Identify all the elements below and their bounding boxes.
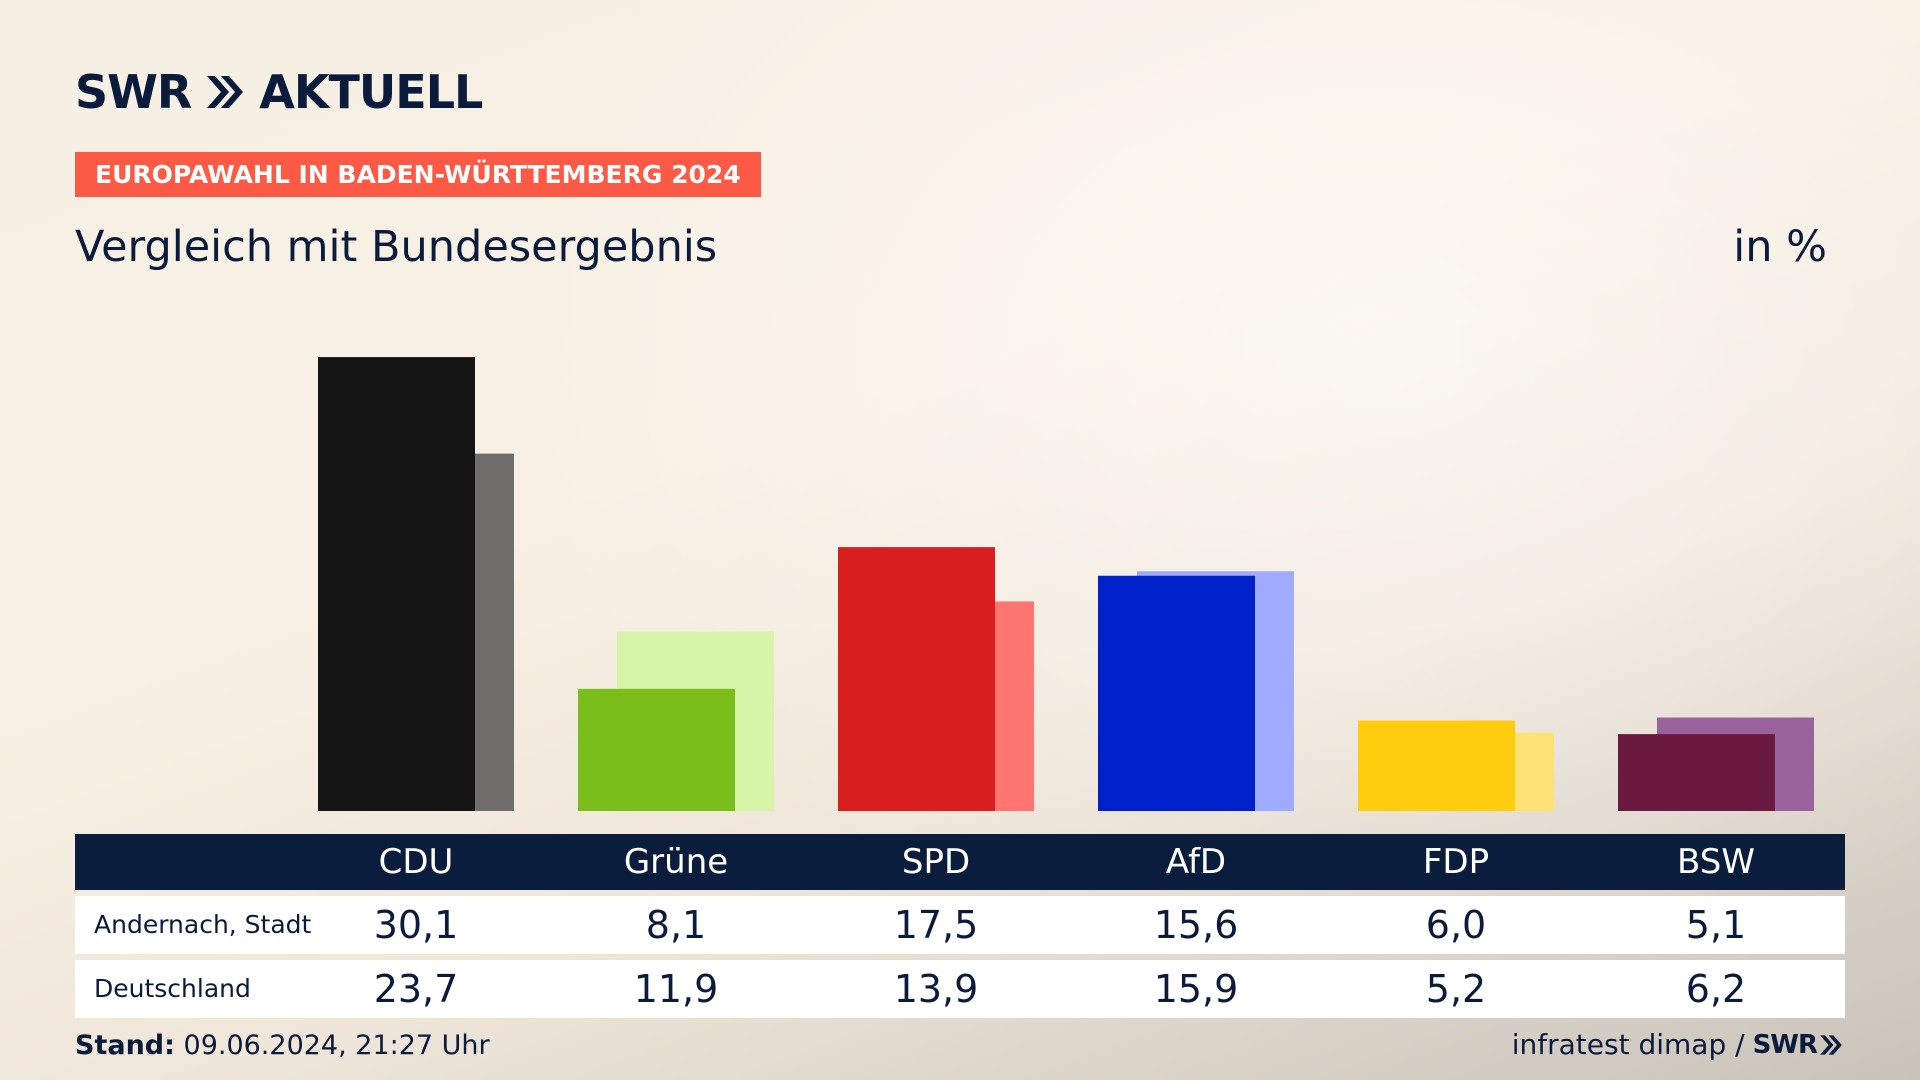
value-afd-national: 15,9: [1153, 967, 1239, 1011]
stand-value: 09.06.2024, 21:27 Uhr: [183, 1030, 490, 1061]
source-credit: infratest dimap / SWR: [1512, 1028, 1843, 1061]
party-label-cdu: CDU: [378, 842, 454, 882]
election-banner: EUROPAWAHL IN BADEN-WÜRTTEMBERG 2024: [75, 152, 761, 197]
bar-gruene-local: [578, 688, 735, 811]
value-bsw-national: 6,2: [1685, 967, 1747, 1011]
unit-label: in %: [1733, 222, 1827, 272]
table-row-national: Deutschland 23,7 11,9 13,9 15,9 5,2 6,2: [75, 960, 1845, 1018]
value-cdu-national: 23,7: [373, 967, 459, 1011]
source-text: infratest dimap /: [1511, 1028, 1745, 1061]
row-label: Andernach, Stadt: [94, 910, 312, 939]
row-label: Deutschland: [94, 974, 251, 1003]
party-label-afd: AfD: [1165, 842, 1227, 882]
party-label-bsw: BSW: [1677, 842, 1755, 882]
bar-afd-local: [1098, 575, 1255, 811]
value-afd-local: 15,6: [1153, 903, 1239, 947]
bar-spd-local: [838, 547, 995, 811]
party-label-fdp: FDP: [1422, 842, 1490, 882]
value-gruene-local: 8,1: [645, 903, 707, 947]
swr-mini-logo: SWR: [1753, 1030, 1843, 1060]
stand-label: Stand:: [75, 1030, 175, 1061]
timestamp: Stand: 09.06.2024, 21:27 Uhr: [75, 1030, 490, 1061]
swr-aktuell-logo: SWR AKTUELL: [75, 65, 483, 119]
value-spd-local: 17,5: [893, 903, 979, 947]
value-bsw-local: 5,1: [1685, 903, 1747, 947]
logo-swr-text: SWR: [75, 65, 192, 119]
bar-bsw-local: [1618, 734, 1775, 811]
table-row-local: Andernach, Stadt 30,1 8,1 17,5 15,6 6,0 5,1: [75, 896, 1845, 954]
bar-cdu-local: [318, 357, 475, 811]
value-fdp-national: 5,2: [1425, 967, 1487, 1011]
party-label-gruene: Grüne: [623, 842, 729, 882]
logo-aktuell-text: AKTUELL: [259, 65, 483, 119]
mini-logo-text: SWR: [1752, 1029, 1818, 1060]
chart-subtitle: Vergleich mit Bundesergebnis: [75, 222, 718, 272]
party-label-spd: SPD: [901, 842, 971, 882]
value-fdp-local: 6,0: [1425, 903, 1487, 947]
value-spd-national: 13,9: [893, 967, 979, 1011]
results-table: CDU Grüne SPD AfD FDP BSW Andernach, Stadt 30…: [75, 834, 1845, 1018]
double-chevron-icon: [207, 76, 244, 108]
value-cdu-local: 30,1: [373, 903, 459, 947]
value-gruene-national: 11,9: [633, 967, 719, 1011]
double-chevron-icon: [1820, 1034, 1842, 1055]
table-header: CDU Grüne SPD AfD FDP BSW: [75, 834, 1845, 890]
bar-fdp-local: [1358, 720, 1515, 811]
